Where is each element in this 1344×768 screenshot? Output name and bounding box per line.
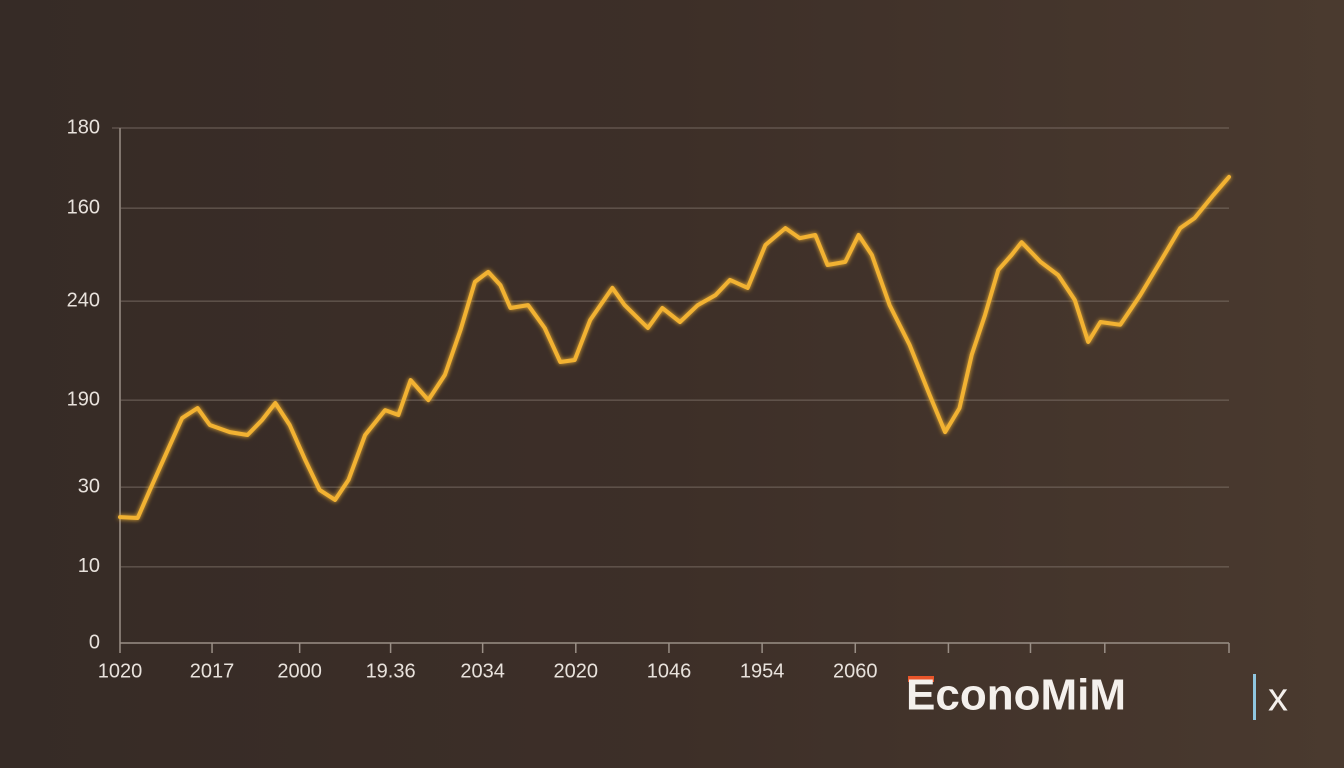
x-tick-label: 2060: [833, 660, 878, 682]
x-tick-label: 19.36: [366, 660, 416, 682]
line-series: [118, 174, 1231, 520]
y-tick-label: 160: [67, 196, 100, 218]
logo: EconoMiM: [906, 671, 1126, 720]
x-tick-label: 2000: [277, 660, 322, 682]
logo-suffix: x: [1268, 676, 1288, 720]
y-tick-label: 30: [78, 475, 100, 497]
y-tick-label: 190: [67, 388, 100, 410]
y-tick-label: 0: [89, 631, 100, 653]
logo-accent: [908, 676, 934, 682]
y-tick-label: 240: [67, 289, 100, 311]
x-tick-label: 2034: [460, 660, 505, 682]
x-tick-label: 2020: [554, 660, 599, 682]
logo-divider: [1253, 674, 1256, 720]
x-tick-label: 1954: [740, 660, 785, 682]
x-tick-label: 2017: [190, 660, 235, 682]
x-tick-label: 1020: [98, 660, 143, 682]
y-tick-label: 10: [78, 555, 100, 577]
x-tick-label: 1046: [647, 660, 692, 682]
y-tick-label: 180: [67, 116, 100, 138]
